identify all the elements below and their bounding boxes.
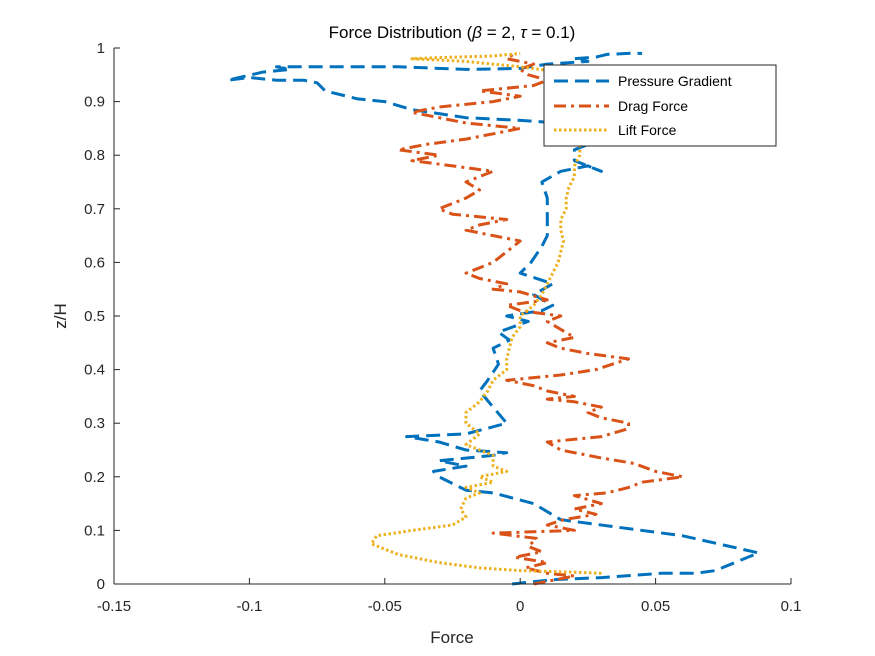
series-line-pressure-gradient: [226, 51, 760, 586]
chart-title: Force Distribution (β = 2, τ = 0.1): [329, 23, 576, 42]
y-tick-label: 0.5: [84, 308, 105, 325]
y-tick-label: 0.4: [84, 362, 105, 379]
x-tick-label: 0.05: [641, 598, 670, 615]
y-tick-label: 0.1: [84, 522, 105, 539]
x-tick-label: 0: [516, 598, 524, 615]
chart-title-beta: β: [471, 23, 482, 42]
x-tick-label: -0.05: [368, 598, 402, 615]
y-tick-label: 0.8: [84, 147, 105, 164]
y-tick-label: 0.7: [84, 201, 105, 218]
chart-title-prefix: Force Distribution (: [329, 23, 473, 42]
y-tick-label: 0.9: [84, 94, 105, 111]
chart-title-tau: τ: [520, 23, 528, 42]
legend-label-pressure-gradient: Pressure Gradient: [618, 73, 732, 89]
y-ticks: 0 0.1 0.2 0.3 0.4 0.5 0.6 0.7 0.8 0.9 1: [84, 40, 120, 593]
legend-label-lift-force: Lift Force: [618, 122, 677, 138]
x-tick-label: -0.15: [97, 598, 131, 615]
y-tick-label: 0.6: [84, 254, 105, 271]
x-tick-label: 0.1: [781, 598, 802, 615]
y-tick-label: 0.3: [84, 415, 105, 432]
x-ticks: -0.15 -0.1 -0.05 0 0.05 0.1: [97, 578, 802, 615]
x-tick-label: -0.1: [236, 598, 262, 615]
y-tick-label: 0.2: [84, 469, 105, 486]
series-line-drag-force: [396, 52, 685, 586]
legend: Pressure Gradient Drag Force Lift Force: [543, 64, 777, 147]
y-tick-label: 1: [97, 40, 105, 57]
plot-lines: [226, 51, 760, 586]
y-tick-label: 0: [97, 576, 105, 593]
x-axis-label: Force: [430, 628, 473, 647]
chart-title-suffix: = 0.1): [527, 23, 576, 42]
chart-title-mid: = 2,: [482, 23, 520, 42]
legend-label-drag-force: Drag Force: [618, 98, 688, 114]
y-axis-label: z/H: [51, 303, 70, 329]
